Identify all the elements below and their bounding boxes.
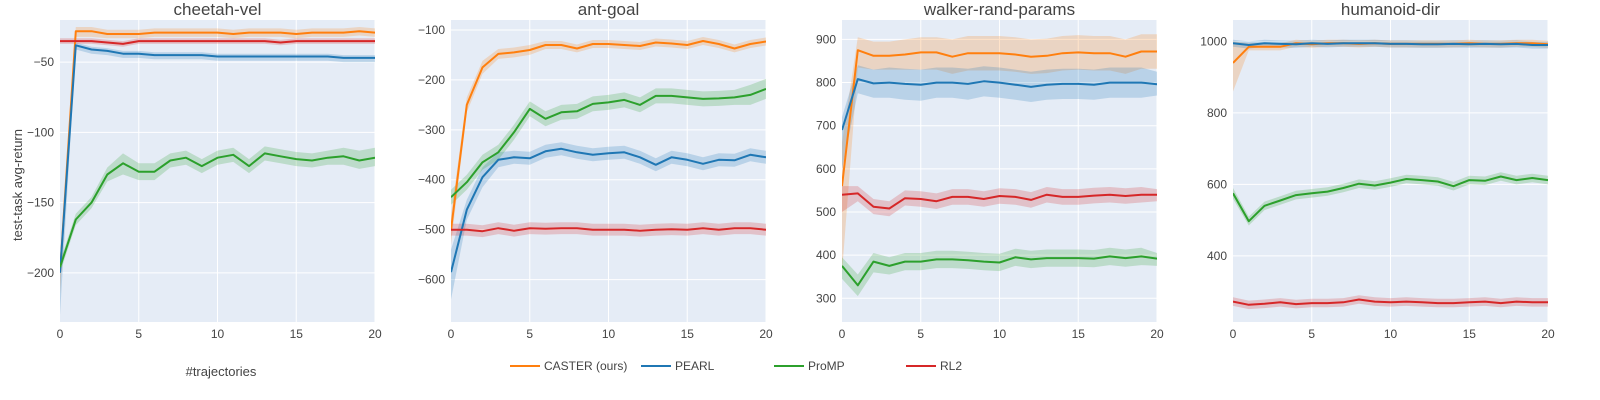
legend-item[interactable]: CASTER (ours): [510, 359, 627, 373]
y-tick-label: 400: [816, 248, 836, 262]
series-line-RL2: [60, 40, 375, 45]
y-tick-label: −200: [418, 73, 445, 87]
y-tick-label: −400: [418, 173, 445, 187]
legend-label: PEARL: [675, 359, 715, 373]
y-tick-label: 800: [816, 76, 836, 90]
series-line-ProMP: [451, 87, 766, 198]
x-tick-label: 15: [1463, 327, 1477, 341]
plot-area: [60, 27, 375, 315]
x-tick-label: 20: [1150, 327, 1164, 341]
y-tick-label: 300: [816, 291, 836, 305]
x-tick-label: 0: [839, 327, 846, 341]
y-tick-label: 800: [1207, 106, 1227, 120]
confidence-band-ProMP: [842, 247, 1157, 297]
x-tick-label: 15: [681, 327, 695, 341]
y-axis-label: test-task avg-return: [10, 129, 25, 241]
confidence-band-PEARL: [451, 142, 766, 300]
x-tick-label: 20: [368, 327, 382, 341]
y-tick-label: −100: [418, 23, 445, 37]
series-line-ProMP: [60, 152, 375, 268]
series-line-PEARL: [1233, 42, 1548, 46]
x-tick-label: 0: [1230, 327, 1237, 341]
series-line-CASTER (ours): [842, 49, 1157, 187]
x-tick-label: 10: [993, 327, 1007, 341]
series-line-ProMP: [1233, 175, 1548, 223]
series-line-RL2: [1233, 298, 1548, 306]
legend-label: RL2: [940, 359, 962, 373]
y-tick-label: 600: [1207, 177, 1227, 191]
y-tick-label: −200: [27, 266, 54, 280]
series-line-ProMP: [842, 255, 1157, 287]
legend-item[interactable]: PEARL: [641, 359, 715, 373]
x-tick-label: 5: [1308, 327, 1315, 341]
series-line-PEARL: [60, 44, 375, 273]
x-tick-label: 5: [917, 327, 924, 341]
panel-title: walker-rand-params: [923, 0, 1075, 19]
series-line-RL2: [842, 192, 1157, 210]
x-tick-label: 5: [135, 327, 142, 341]
panel-title: ant-goal: [578, 0, 639, 19]
x-axis-label: #trajectories: [186, 364, 257, 379]
x-tick-label: 10: [211, 327, 225, 341]
panel-walker-rand-params: 0 5 10 15 20 300 400 500 600 700 800 900 walker-rand…: [816, 0, 1164, 341]
series-line-CASTER (ours): [451, 40, 766, 230]
x-tick-label: 10: [1384, 327, 1398, 341]
series-line-RL2: [451, 227, 766, 233]
legend: CASTER (ours) PEARL ProMP RL2: [510, 359, 962, 373]
plot-area: [1233, 39, 1548, 310]
y-tick-label: −50: [34, 55, 55, 69]
x-tick-label: 15: [290, 327, 304, 341]
x-tick-label: 20: [759, 327, 773, 341]
x-tick-label: 0: [57, 327, 64, 341]
panel-title: humanoid-dir: [1341, 0, 1441, 19]
y-tick-label: −300: [418, 123, 445, 137]
panel-cheetah-vel: 0 5 10 15 20 −200 −150 −100 −50 cheetah-vel: [27, 0, 382, 341]
series-line-PEARL: [842, 78, 1157, 131]
x-tick-label: 10: [602, 327, 616, 341]
y-tick-label: 500: [816, 205, 836, 219]
x-tick-label: 0: [448, 327, 455, 341]
series-line-CASTER (ours): [60, 30, 375, 273]
confidence-band-PEARL: [842, 65, 1157, 169]
plot-area: [451, 37, 766, 300]
y-tick-label: −100: [27, 125, 54, 139]
panel-ant-goal: 0 5 10 15 20 −600 −500 −400 −300 −200 −100 ant-goal: [418, 0, 773, 341]
x-tick-label: 5: [526, 327, 533, 341]
confidence-band-ProMP: [60, 146, 375, 273]
legend-item[interactable]: RL2: [906, 359, 962, 373]
y-tick-label: −600: [418, 273, 445, 287]
y-tick-label: 600: [816, 162, 836, 176]
legend-item[interactable]: ProMP: [774, 359, 845, 373]
y-tick-label: 400: [1207, 249, 1227, 263]
x-tick-label: 20: [1541, 327, 1555, 341]
confidence-band-RL2: [842, 186, 1157, 217]
y-tick-label: 700: [816, 119, 836, 133]
legend-label: ProMP: [808, 359, 845, 373]
confidence-band-CASTER (ours): [842, 34, 1157, 273]
legend-label: CASTER (ours): [544, 359, 627, 373]
panel-title: cheetah-vel: [174, 0, 262, 19]
x-tick-label: 15: [1072, 327, 1086, 341]
y-tick-label: −150: [27, 196, 54, 210]
y-tick-label: −500: [418, 223, 445, 237]
y-tick-label: 900: [816, 32, 836, 46]
y-tick-label: 1000: [1200, 34, 1227, 48]
series-line-PEARL: [451, 147, 766, 273]
panel-humanoid-dir: 0 5 10 15 20 400 600 800 1000 humanoid-dir: [1200, 0, 1555, 341]
plot-area: [842, 34, 1157, 297]
